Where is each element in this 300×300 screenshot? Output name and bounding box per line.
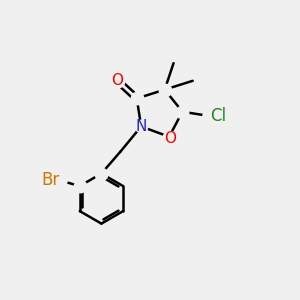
- Text: N: N: [136, 119, 147, 134]
- Text: O: O: [112, 73, 124, 88]
- Text: Br: Br: [42, 171, 60, 189]
- Text: Cl: Cl: [211, 107, 227, 125]
- Text: O: O: [165, 131, 177, 146]
